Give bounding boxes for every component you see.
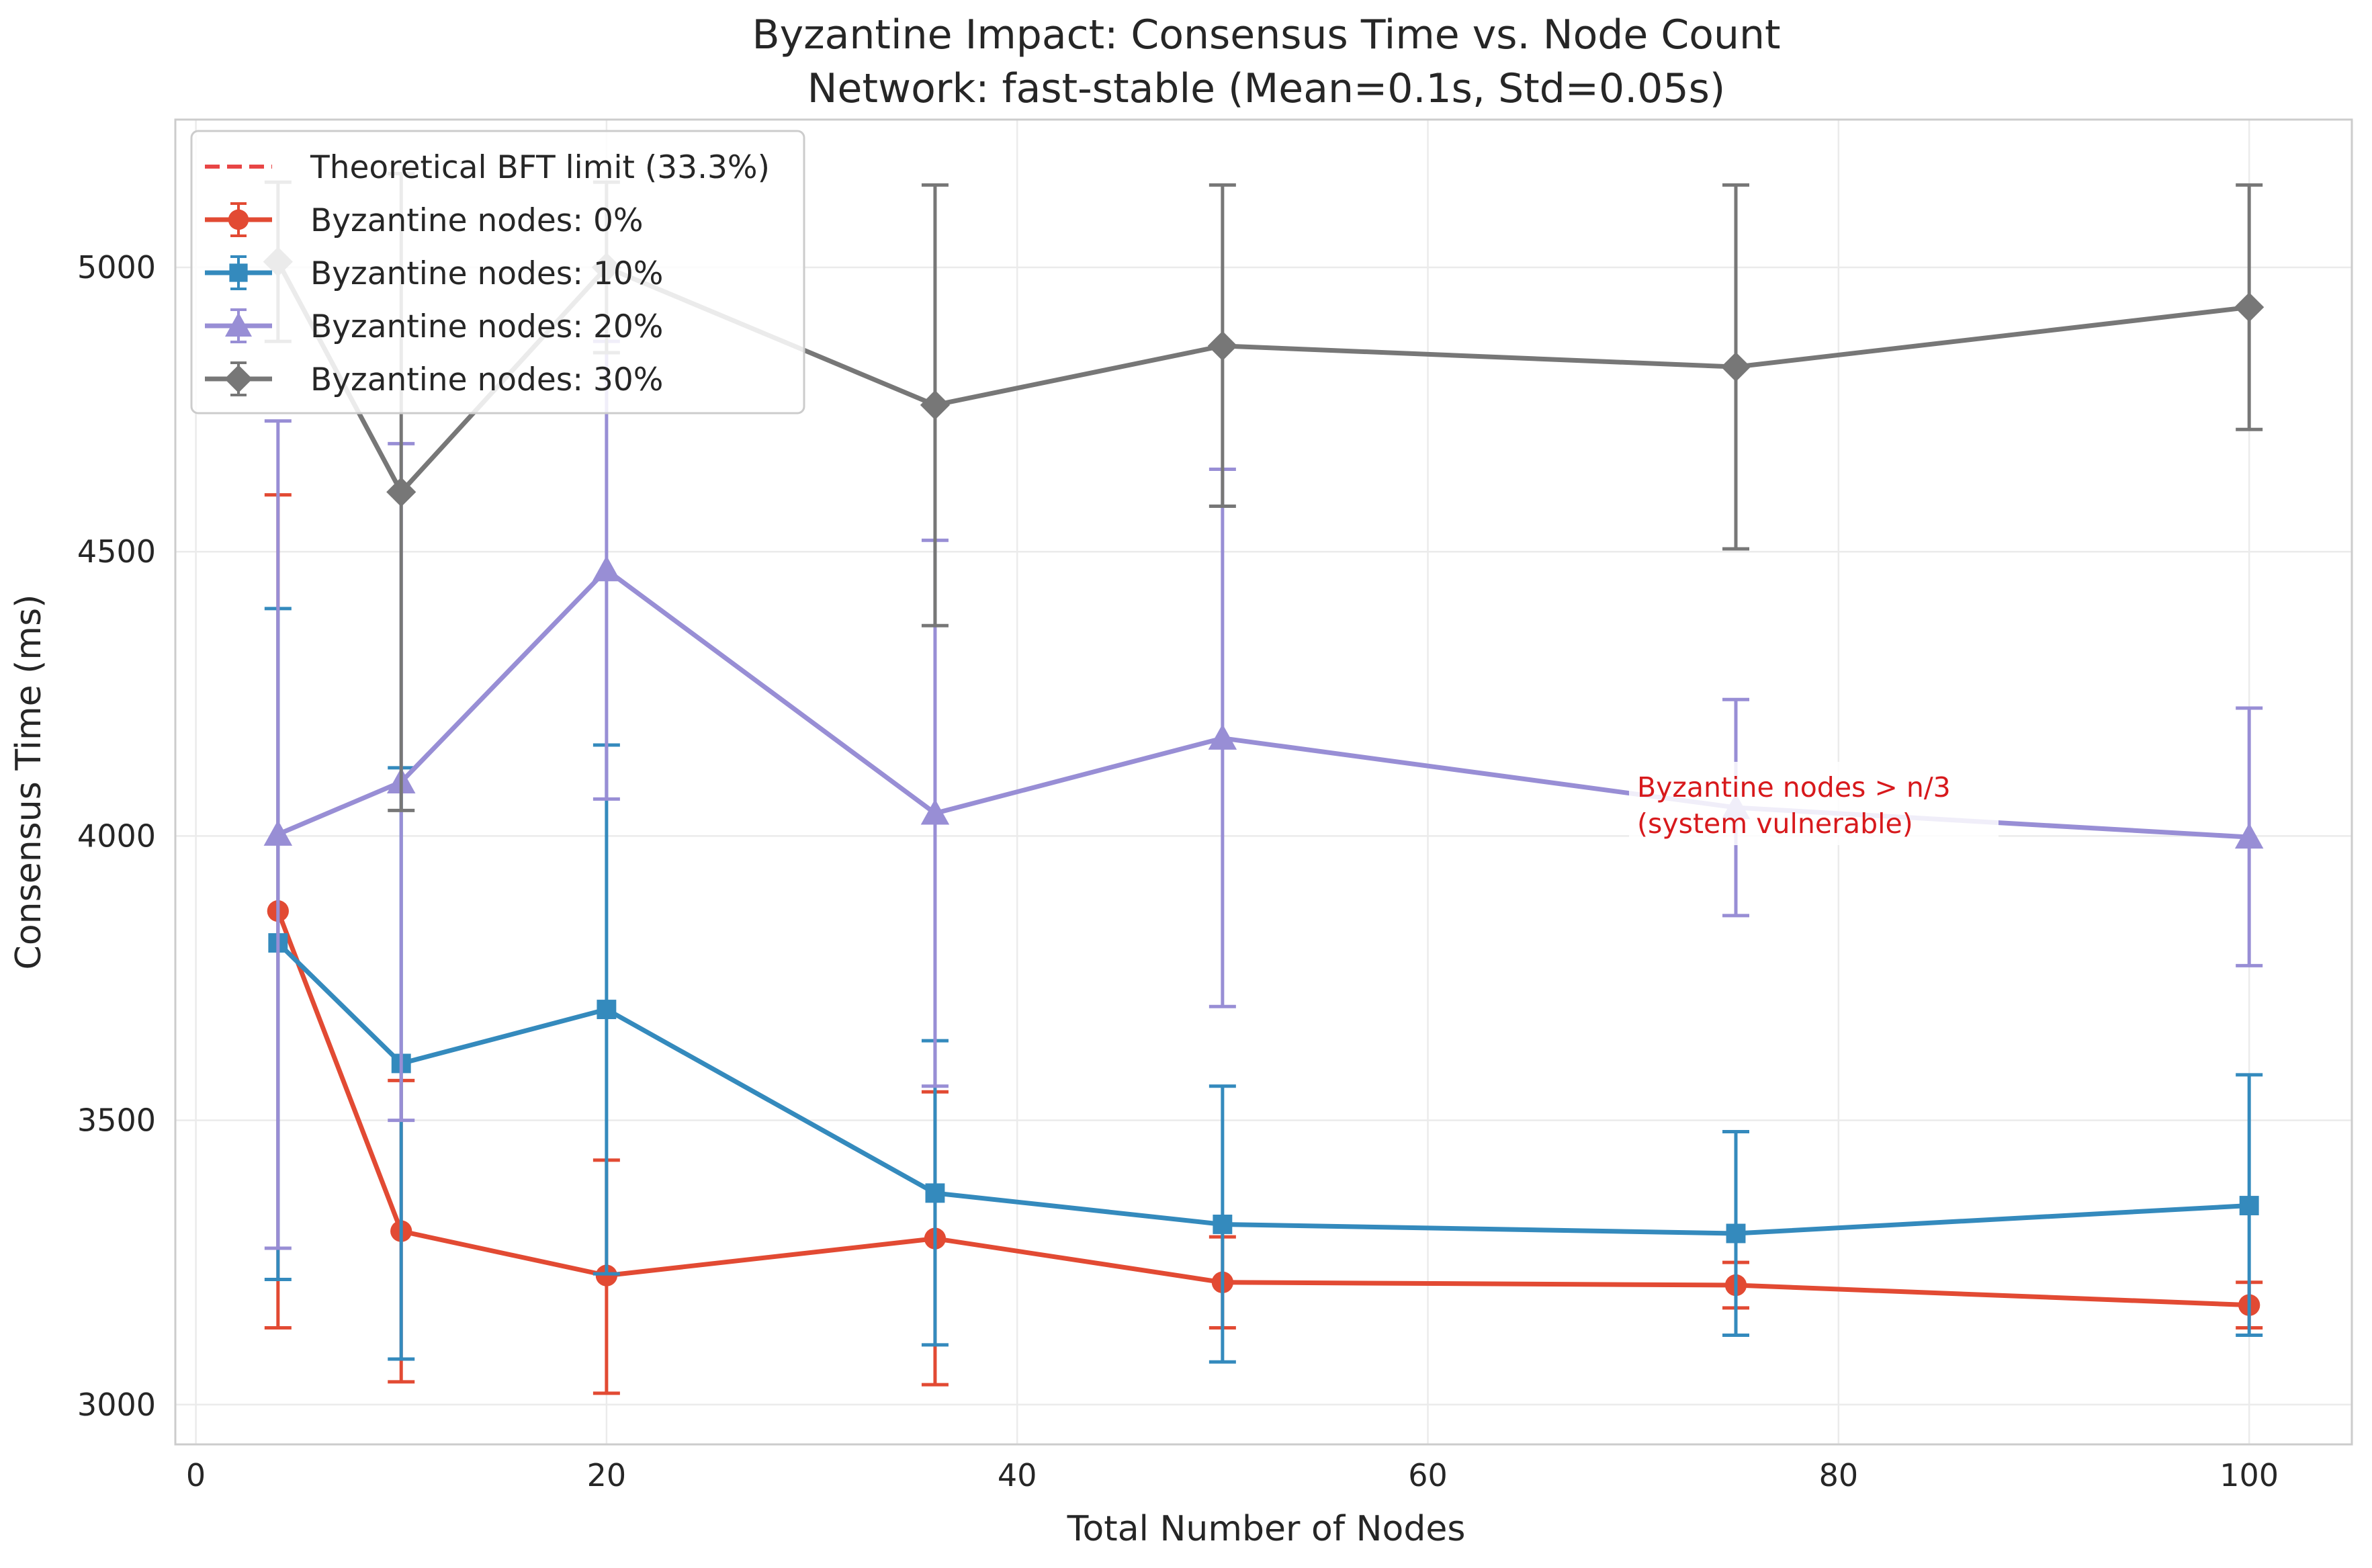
data-point [1207, 331, 1237, 361]
data-point [2234, 292, 2265, 322]
annotation-line-2: (system vulnerable) [1637, 808, 1913, 840]
data-point [1726, 1223, 1746, 1244]
grid [175, 120, 2352, 1444]
x-tick-label: 60 [1408, 1457, 1448, 1493]
y-tick-label: 3000 [77, 1387, 156, 1423]
data-point [386, 477, 416, 507]
chart-title: Byzantine Impact: Consensus Time vs. Nod… [752, 11, 1780, 58]
legend-swatch-marker [229, 263, 248, 282]
legend-series: Byzantine nodes: 0% Byzantine nodes: 10% B… [205, 202, 663, 398]
data-point [925, 1183, 945, 1203]
data-point [597, 1000, 617, 1019]
y-tick-label: 3500 [77, 1102, 156, 1139]
plot-frame [174, 118, 2353, 1446]
data-point [592, 556, 621, 582]
x-tick-label: 0 [186, 1457, 206, 1493]
x-tick-label: 100 [2220, 1457, 2279, 1493]
legend-series-label: Byzantine nodes: 10% [310, 255, 663, 292]
legend-series-label: Byzantine nodes: 30% [310, 361, 663, 398]
x-tick-labels: 0 20 40 60 80 100 [186, 1457, 2279, 1493]
y-tick-label: 4500 [77, 533, 156, 570]
legend-reference-label: Theoretical BFT limit (33.3%) [310, 149, 770, 186]
x-axis-label: Total Number of Nodes [1067, 1509, 1466, 1549]
y-axis-label: Consensus Time (ms) [9, 595, 49, 970]
series-layer [263, 171, 2265, 1395]
chart-subtitle: Network: fast-stable (Mean=0.1s, Std=0.0… [807, 65, 1726, 112]
legend-swatch-marker [228, 209, 249, 230]
legend-swatch-marker [224, 365, 253, 393]
data-point [1720, 352, 1751, 382]
data-point [2239, 1196, 2259, 1215]
y-tick-labels: 3000 3500 4000 4500 5000 [77, 249, 156, 1423]
x-tick-label: 80 [1819, 1457, 1859, 1493]
data-point [920, 799, 950, 825]
data-point [263, 820, 293, 846]
legend-series-label: Byzantine nodes: 20% [310, 308, 663, 345]
data-point [1208, 724, 1237, 750]
x-tick-label: 40 [998, 1457, 1037, 1493]
annotation: Byzantine nodes > n/3 (system vulnerable… [1629, 762, 1998, 845]
legend-swatch-marker [225, 312, 252, 337]
y-tick-label: 4000 [77, 818, 156, 854]
data-point [920, 390, 951, 420]
legend: Theoretical BFT limit (33.3%) Byzantine … [190, 130, 805, 415]
annotation-background [1629, 762, 1998, 845]
legend-series-label: Byzantine nodes: 0% [310, 202, 644, 239]
y-tick-label: 5000 [77, 249, 156, 286]
data-point [2234, 822, 2264, 849]
data-point [1213, 1215, 1233, 1234]
x-tick-label: 20 [587, 1457, 627, 1493]
data-point [595, 1264, 618, 1287]
legend-box [190, 130, 805, 415]
annotation-line-1: Byzantine nodes > n/3 [1637, 771, 1951, 803]
